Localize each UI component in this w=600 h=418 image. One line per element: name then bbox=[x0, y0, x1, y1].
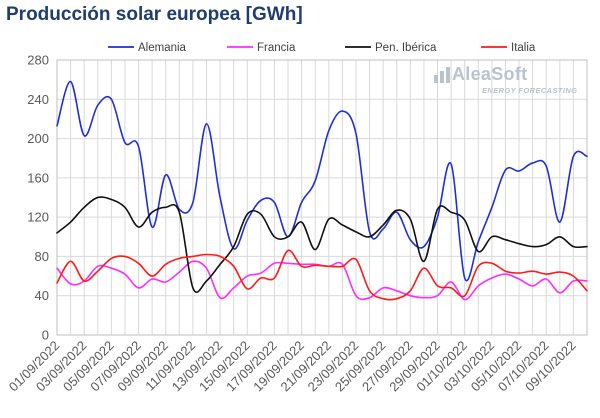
y-tick-label: 280 bbox=[27, 53, 49, 68]
series-lines bbox=[56, 80, 588, 301]
legend-label-italia: Italia bbox=[511, 42, 536, 54]
aleasoft-logo: AleaSoft ENERGY FORECASTING bbox=[433, 64, 583, 100]
series-line-pen-iberica bbox=[56, 196, 588, 293]
legend-label-francia: Francia bbox=[257, 42, 296, 54]
x-axis-tick-labels: 01/09/202203/09/202205/09/202207/09/2022… bbox=[6, 338, 579, 395]
series-line-francia bbox=[56, 260, 588, 301]
y-tick-label: 200 bbox=[27, 131, 49, 146]
plot-frame bbox=[56, 59, 588, 336]
aleasoft-logo-icon bbox=[434, 67, 450, 83]
legend-label-alemania: Alemania bbox=[138, 42, 187, 54]
axes bbox=[56, 59, 588, 336]
y-tick-label: 120 bbox=[27, 210, 49, 225]
y-tick-label: 40 bbox=[35, 288, 49, 303]
legend-label-pen-iberica: Pen. Ibérica bbox=[375, 42, 437, 54]
legend: Alemania Francia Pen. Ibérica Italia bbox=[108, 42, 536, 54]
y-tick-label: 0 bbox=[42, 328, 49, 343]
chart-title: Producción solar europea [GWh] bbox=[6, 4, 303, 25]
aleasoft-logo-tagline: ENERGY FORECASTING bbox=[482, 86, 578, 95]
y-tick-label: 240 bbox=[27, 92, 49, 107]
aleasoft-logo-name: AleaSoft bbox=[452, 64, 528, 84]
y-tick-label: 80 bbox=[35, 249, 49, 264]
gridlines bbox=[56, 59, 588, 336]
y-tick-label: 160 bbox=[27, 170, 49, 185]
series-line-alemania bbox=[56, 80, 588, 282]
series-line-italia bbox=[56, 249, 588, 301]
y-axis-tick-labels: 0 40 80 120 160 200 240 280 bbox=[27, 53, 49, 343]
